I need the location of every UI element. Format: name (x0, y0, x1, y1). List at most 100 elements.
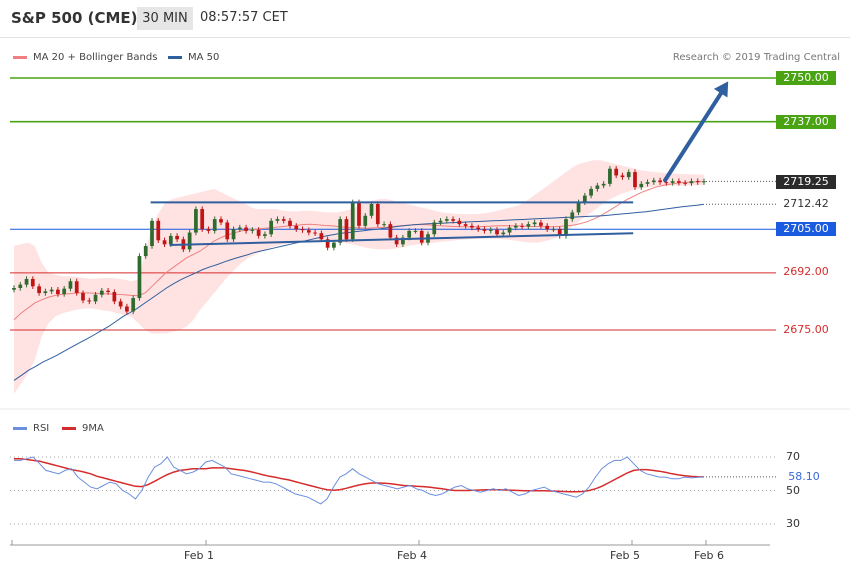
candle-body (300, 229, 305, 231)
candle-body (275, 219, 280, 221)
candle-body (526, 224, 531, 227)
candle-body (582, 195, 587, 203)
candle-body (313, 232, 317, 234)
trendline-support (169, 232, 634, 246)
candle-body (131, 298, 136, 312)
candle-body (219, 219, 223, 223)
candle-body (175, 235, 179, 240)
candle-body (93, 294, 98, 302)
credit-text: Research © 2019 Trading Central (672, 52, 840, 63)
candle-body (645, 182, 650, 184)
candle-body (407, 230, 412, 238)
x-label-feb5: Feb 5 (610, 549, 640, 562)
candle-body (564, 219, 568, 236)
level-label-2675: 2675.00 (776, 323, 836, 337)
candle-body (194, 209, 198, 233)
level-label-2692: 2692.00 (776, 265, 836, 279)
candle-body (237, 227, 242, 230)
candle-body (382, 224, 386, 226)
rsi-value-label: 58.10 (778, 470, 830, 484)
candle-body (18, 284, 23, 288)
candle-body (570, 212, 575, 220)
candle-body (495, 229, 499, 235)
candle-body (125, 306, 129, 312)
candle-body (68, 281, 73, 289)
ma50-line (13, 203, 705, 381)
legend-ma20: MA 20 + Bollinger Bands (13, 52, 157, 63)
candle-body (306, 230, 311, 233)
candle-body (695, 181, 700, 183)
candle-body (557, 229, 562, 236)
candle-body (608, 168, 612, 184)
candle-body (81, 293, 85, 301)
candle-body (288, 220, 292, 226)
candle-body (375, 204, 380, 225)
candle-body (626, 172, 631, 178)
legend-ma9: 9MA (62, 423, 104, 434)
candle-body (118, 301, 123, 307)
candle-body (137, 256, 142, 299)
candle-body (476, 227, 481, 230)
rsi-swatch (13, 426, 27, 430)
candle-body (357, 202, 361, 226)
candle-body (576, 202, 581, 213)
candle-body (620, 175, 625, 178)
candle-body (658, 180, 662, 183)
candle-body (520, 225, 524, 227)
candle-body (702, 181, 706, 183)
candle-body (683, 182, 688, 184)
candle-body (651, 180, 656, 183)
candle-body (294, 225, 299, 230)
rsi-line (14, 456, 705, 505)
candle-body (74, 281, 79, 294)
candle-body (670, 181, 675, 183)
ma9-swatch (62, 426, 76, 430)
candle-body (143, 246, 148, 257)
candle-body (470, 225, 474, 228)
candle-body (200, 209, 205, 230)
candle-body (689, 181, 694, 184)
candle-body (432, 222, 437, 235)
chart-header: S&P 500 (CME) 30 MIN 08:57:57 CET (0, 0, 850, 38)
candle-body (244, 227, 248, 231)
candle-body (633, 172, 637, 188)
candle-body (168, 235, 173, 245)
candle-body (664, 182, 669, 184)
candle-body (231, 229, 236, 240)
candle-body (269, 220, 274, 235)
candle-body (87, 300, 92, 302)
candle-body (595, 185, 600, 189)
candle-body (482, 229, 487, 231)
legend-ma9-label: 9MA (82, 423, 104, 434)
candle-body (507, 227, 512, 233)
candle-body (24, 278, 29, 285)
candle-body (263, 234, 267, 236)
candle-body (545, 225, 550, 230)
candle-body (150, 220, 154, 246)
candle-body (206, 229, 211, 231)
candle-body (614, 168, 619, 176)
level-label-2705: 2705.00 (776, 222, 836, 236)
candle-body (325, 239, 330, 248)
ma50-value-label: 2712.42 (776, 197, 836, 211)
rsi-ma9-line (14, 457, 705, 493)
candle-body (463, 224, 468, 226)
candle-body (639, 183, 644, 188)
candle-body (539, 222, 543, 226)
ma50-swatch (168, 55, 182, 59)
candle-body (501, 232, 506, 235)
clock-time: 08:57:57 CET (200, 10, 288, 25)
candle-body (413, 230, 418, 232)
candle-body (419, 230, 424, 243)
candle-body (444, 219, 449, 221)
legend-rsi-label: RSI (33, 423, 50, 434)
candle-body (99, 290, 104, 295)
candle-body (225, 222, 230, 240)
ma20-swatch (13, 55, 27, 59)
candle-body (401, 237, 405, 245)
timeframe-button[interactable]: 30 MIN (137, 7, 193, 30)
candle-body (344, 219, 349, 240)
candle-body (43, 291, 48, 294)
candle-body (281, 219, 286, 221)
